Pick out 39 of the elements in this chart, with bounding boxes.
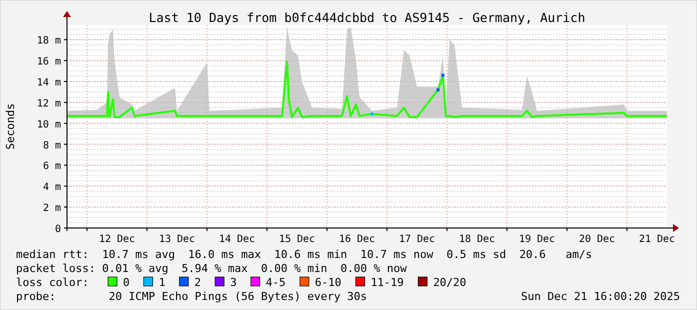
chart-title: Last 10 Days from b0fc444dcbbd to AS9145 - Germany, Aurich [148,10,586,25]
y-tick-label: 14 m [36,78,61,89]
y-axis-title: Seconds [4,103,17,150]
x-tick-label: 12 Dec [98,234,136,245]
y-tick-label: 18 m [36,36,61,47]
x-tick-label: 16 Dec [338,234,376,245]
y-tick-label: 6 m [42,161,61,172]
y-tick-label: 16 m [36,56,61,68]
point [370,112,374,116]
legend-label: 20/20 [433,276,466,289]
y-tick-label: 12 m [36,98,61,110]
legend-label: 11-19 [370,276,404,289]
y-tick-label: 2 m [42,203,61,214]
point [442,74,444,77]
x-tick-label: 13 Dec [158,234,196,245]
text: packet loss: 0.01 % avg 5.94 % max 0.00 % min 0.00 % now [16,262,408,275]
x-tick-label: 18 Dec [458,234,496,245]
legend-title: loss color: [16,276,89,289]
legend-label: 4-5 [266,276,286,289]
legend-label: 0 [123,276,130,289]
x-tick-label: 14 Dec [218,234,256,245]
line-series [66,60,668,118]
y-tick-label: 10 m [36,119,61,130]
text: median rtt: 10.7 ms avg 16.0 ms max 10.6 ms min 10.7 ms now 0.5 ms sd 20.6 am/s [16,248,592,261]
x-tick-label: 21 Dec [638,234,676,245]
x-tick-label: 17 Dec [398,234,436,245]
legend-label: 3 [230,276,237,289]
point [436,88,440,92]
legend-label: 2 [194,276,202,289]
x-tick-label: 19 Dec [518,234,556,245]
text: probe: 20 ICMP Echo Pings (56 Bytes) every 30s [16,290,367,303]
x-tick-label: 20 Dec [578,234,616,245]
y-tick-label: 4 m [42,182,61,194]
legend-label: 1 [158,276,166,289]
legend-label: 6-10 [314,276,342,289]
y-tick-label: 8 m [42,140,61,152]
y-tick-label: 0 [54,224,61,235]
text: Sun Dec 21 16:00:20 2025 [521,290,680,303]
x-tick-label: 15 Dec [278,234,316,245]
